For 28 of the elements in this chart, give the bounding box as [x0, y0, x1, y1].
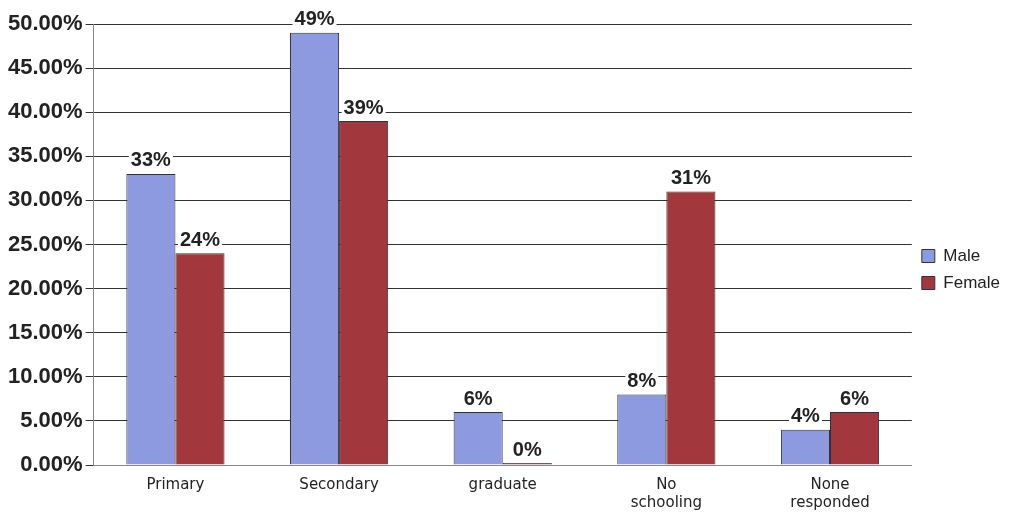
y-tick-label: 40.00%: [7, 98, 83, 124]
data-label: 0%: [512, 437, 542, 460]
data-label: 8%: [627, 368, 657, 391]
y-tick-label: 30.00%: [7, 186, 83, 212]
data-label: 4%: [790, 404, 821, 427]
x-tick-label: graduate: [468, 474, 537, 493]
y-tick-label: 25.00%: [7, 230, 83, 256]
x-tick-label: No schooling: [630, 474, 702, 511]
data-label: 49%: [294, 7, 335, 30]
legend-label: Female: [943, 272, 1000, 292]
data-label: 6%: [463, 386, 493, 409]
data-label: 31%: [670, 166, 712, 189]
data-label: 6%: [840, 386, 870, 409]
x-tick-label: Primary: [146, 474, 205, 493]
y-tick-label: 20.00%: [7, 274, 83, 300]
legend-label: Male: [943, 245, 981, 265]
y-tick-label: 5.00%: [20, 406, 83, 432]
y-tick-label: 45.00%: [7, 54, 83, 80]
y-tick-label: 35.00%: [7, 142, 83, 168]
x-tick-label: None responded: [790, 474, 870, 511]
y-tick-label: 15.00%: [7, 318, 83, 344]
y-tick-label: 0.00%: [20, 451, 83, 477]
data-label: 33%: [130, 148, 172, 171]
data-label: 24%: [179, 227, 221, 250]
x-tick-label: Secondary: [299, 474, 379, 493]
y-tick-label: 10.00%: [7, 362, 83, 388]
y-tick-label: 50.00%: [7, 10, 83, 36]
data-label: 39%: [343, 95, 384, 118]
